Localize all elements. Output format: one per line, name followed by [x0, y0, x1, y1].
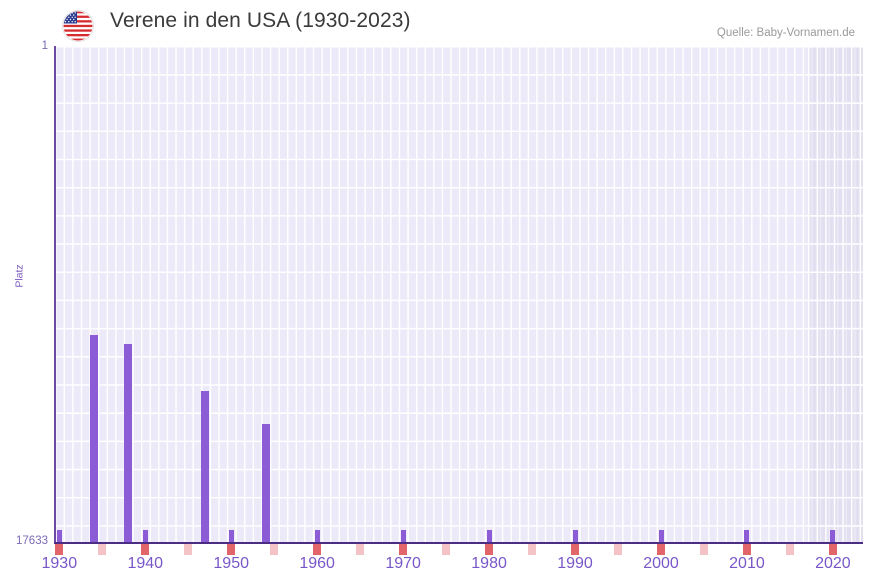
y-axis-label: Platz	[13, 264, 26, 288]
x-axis-tick-label: 1930	[41, 555, 78, 572]
year-marker-1985	[528, 544, 537, 555]
year-marker-2010	[742, 544, 751, 555]
page-title: Verene in den USA (1930-2023)	[110, 9, 411, 32]
year-marker-1935	[98, 544, 107, 555]
no-data-band-grid	[808, 46, 863, 542]
x-axis-tick-label: 1970	[385, 555, 421, 572]
year-marker-1990	[571, 544, 580, 555]
chart-header: Verene in den USA (1930-2023) Quelle: Ba…	[0, 0, 873, 45]
bar-1947[interactable]	[201, 390, 210, 542]
bar-series	[55, 46, 863, 542]
x-tick-mark-1950	[228, 530, 234, 542]
year-marker-2020	[828, 544, 837, 555]
x-axis-tick-label: 1940	[127, 555, 164, 572]
us-flag-icon	[63, 11, 93, 41]
plot-area	[55, 46, 863, 542]
x-axis-tick-label: 1960	[299, 555, 335, 572]
year-marker-1965	[356, 544, 365, 555]
year-marker-1930	[55, 544, 64, 555]
bar-1938[interactable]	[124, 343, 133, 542]
x-tick-mark-1980	[486, 530, 492, 542]
y-axis-tick-bottom: 17633	[16, 535, 48, 547]
year-marker-1950	[227, 544, 236, 555]
grid-lines	[55, 46, 863, 542]
year-marker-2015	[785, 544, 794, 555]
year-marker-1995	[614, 544, 623, 555]
x-tick-mark-2010	[744, 530, 750, 542]
year-marker-1970	[399, 544, 408, 555]
y-axis-tick-top: 1	[41, 40, 48, 52]
x-tick-mark-1970	[400, 530, 406, 542]
x-axis-tick-label: 1990	[557, 555, 593, 572]
x-axis-tick-label: 1980	[471, 555, 507, 572]
x-axis-tick-label: 2000	[643, 555, 679, 572]
year-marker-1955	[270, 544, 279, 555]
year-marker-2005	[699, 544, 708, 555]
x-axis-tick-label: 2010	[729, 555, 765, 572]
source-attribution: Quelle: Baby-Vornamen.de	[716, 27, 855, 39]
x-axis-tick-label: 1950	[213, 555, 249, 572]
year-marker-1945	[184, 544, 193, 555]
year-marker-2000	[657, 544, 665, 555]
x-tick-mark-1930	[56, 530, 62, 542]
year-marker-1975	[442, 544, 451, 555]
year-marker-1960	[313, 544, 322, 555]
x-tick-mark-2000	[658, 530, 664, 542]
x-axis-tick-label: 2020	[815, 555, 851, 572]
y-axis-line	[54, 46, 56, 543]
bar-1934[interactable]	[89, 334, 98, 542]
x-axis-line	[54, 542, 863, 544]
x-tick-mark-1940	[142, 530, 148, 542]
bar-1954[interactable]	[261, 423, 270, 542]
x-tick-mark-2020	[830, 530, 836, 542]
x-tick-mark-1990	[572, 530, 578, 542]
x-tick-mark-1960	[314, 530, 320, 542]
year-marker-1980	[485, 544, 494, 555]
year-marker-1940	[141, 544, 150, 555]
